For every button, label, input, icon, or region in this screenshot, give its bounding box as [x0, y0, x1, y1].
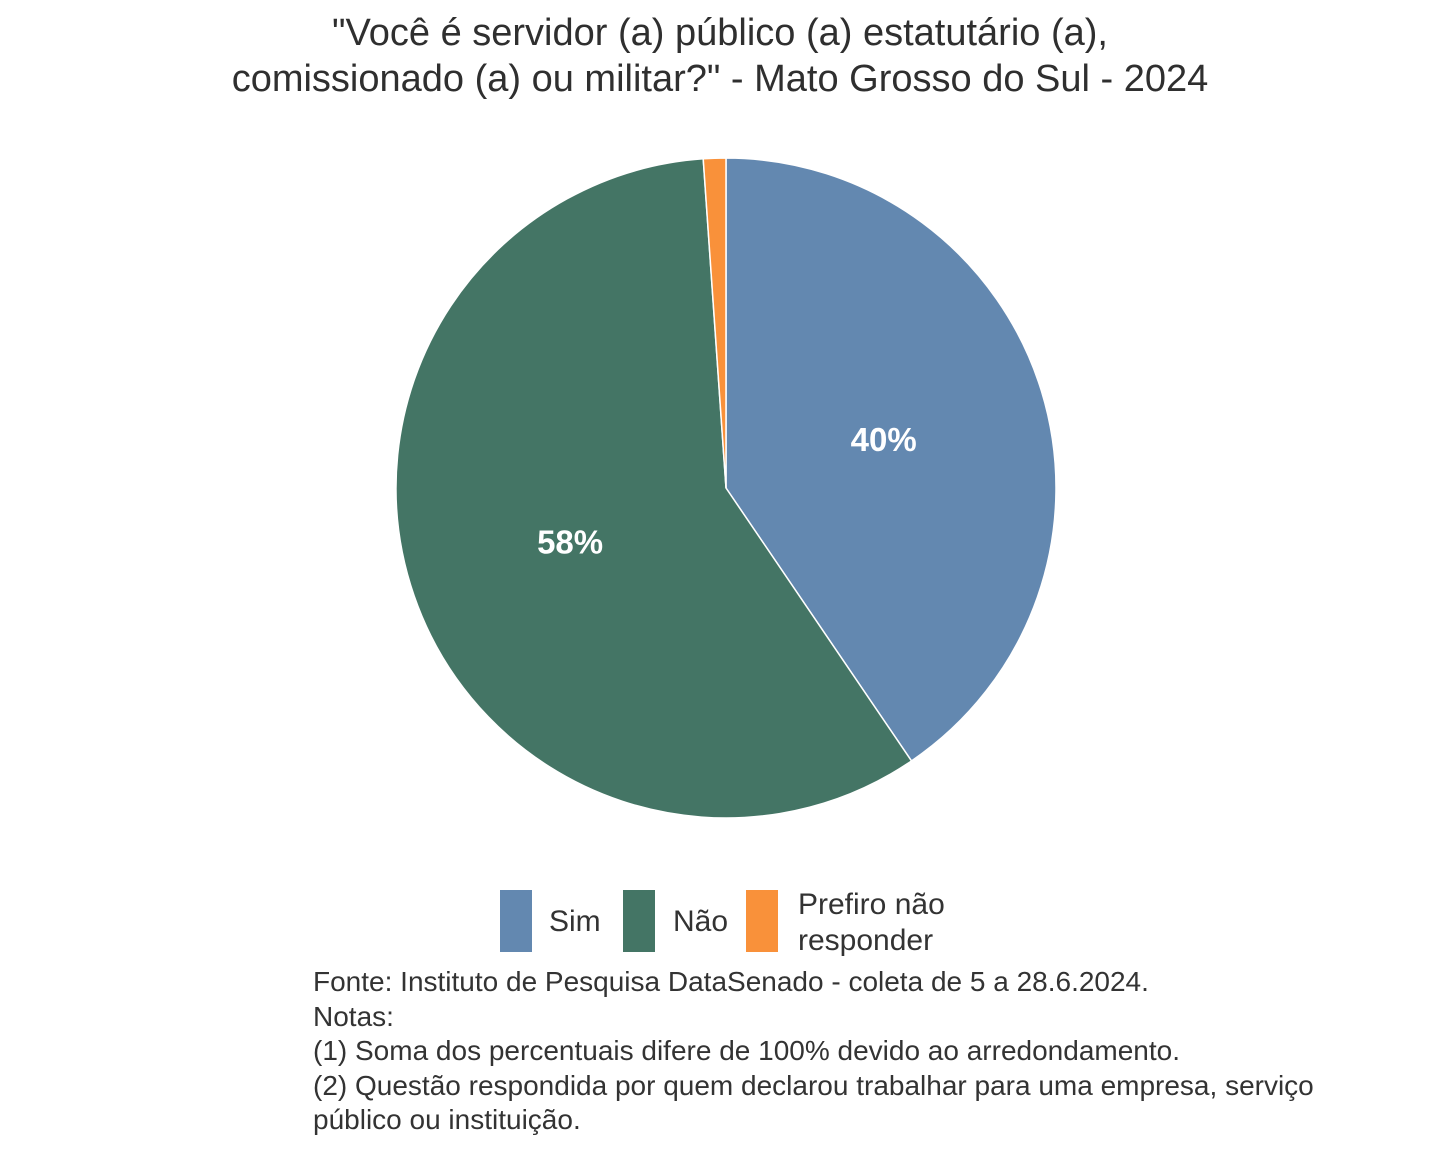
pie-slice-sim — [725, 157, 1057, 762]
caption-note-2-line-1: (2) Questão respondida por quem declarou… — [313, 1069, 1314, 1101]
chart-title: "Você é servidor (a) público (a) estatut… — [0, 10, 1440, 102]
caption-notes-heading: Notas: — [313, 1000, 394, 1032]
legend-swatch-sim — [500, 890, 532, 952]
pie-label-nao: 58% — [537, 523, 603, 560]
legend-label-prefiro-nao-responder-line-1: Prefiro não — [798, 888, 945, 921]
pie-slice-prefiro-nao-responder — [702, 157, 727, 489]
pie-slices — [395, 157, 1057, 819]
pie-chart: 40% 58% — [395, 157, 1057, 819]
chart-caption: Fonte: Instituto de Pesquisa DataSenado … — [313, 965, 1438, 1138]
legend-label-sim: Sim — [549, 905, 601, 938]
caption-note-1: (1) Soma dos percentuais difere de 100% … — [313, 1035, 1180, 1066]
pie-labels: 40% 58% — [537, 421, 917, 560]
pie-label-sim: 40% — [851, 421, 917, 458]
legend-label-nao: Não — [673, 905, 729, 938]
chart-title-line-1: "Você é servidor (a) público (a) estatut… — [332, 12, 1108, 54]
caption-source: Fonte: Instituto de Pesquisa DataSenado … — [313, 966, 1149, 997]
chart-title-line-2: comissionado (a) ou militar?" - Mato Gro… — [231, 58, 1209, 100]
caption-note-2-line-2: público ou instituição. — [313, 1104, 581, 1135]
legend-swatch-prefiro-nao-responder — [746, 890, 778, 952]
legend-swatch-nao — [623, 890, 655, 952]
pie-slice-nao — [395, 157, 913, 819]
legend-label-prefiro-nao-responder-line-2: responder — [798, 924, 934, 957]
